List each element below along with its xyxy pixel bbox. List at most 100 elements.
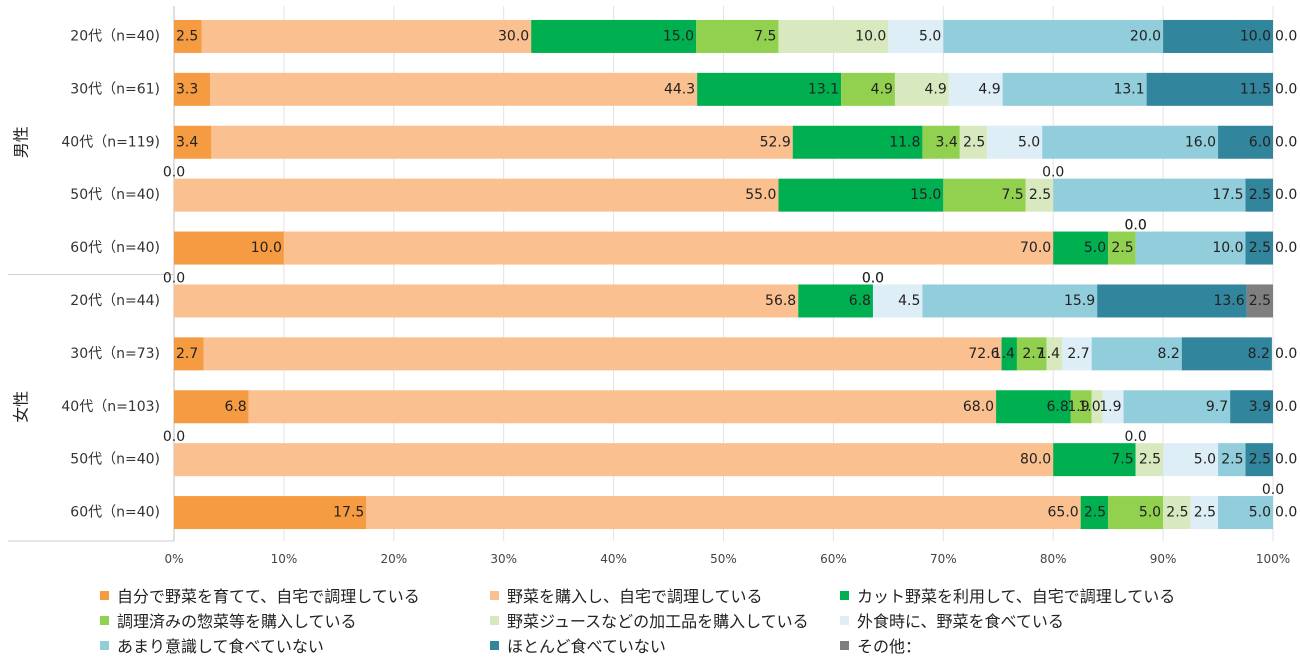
bar-segment bbox=[1091, 390, 1103, 424]
group-label: 女性 bbox=[12, 391, 31, 423]
data-label: 13.1 bbox=[1113, 81, 1144, 97]
bar-segment bbox=[943, 19, 1164, 53]
bar-segment bbox=[778, 178, 944, 212]
data-label: 30.0 bbox=[498, 28, 529, 44]
legend-label: 自分で野菜を育てて、自宅で調理している bbox=[117, 587, 420, 606]
bar-segment bbox=[210, 72, 698, 106]
data-label: 7.5 bbox=[754, 28, 776, 44]
data-label: 2.5 bbox=[1249, 240, 1271, 256]
data-label: 0.0 bbox=[1262, 482, 1284, 498]
bar-segment bbox=[987, 125, 1043, 159]
data-label: 2.5 bbox=[963, 134, 985, 150]
data-label: 0.0 bbox=[1275, 187, 1297, 203]
bar-segment bbox=[1135, 443, 1164, 477]
data-label: 4.9 bbox=[871, 81, 893, 97]
data-label: 20.0 bbox=[1130, 28, 1161, 44]
bar-segment bbox=[174, 390, 249, 424]
legend-swatch bbox=[840, 640, 849, 650]
data-label: 0.0 bbox=[1275, 134, 1297, 150]
data-label: 2.5 bbox=[1166, 505, 1188, 521]
bar-segment bbox=[798, 284, 873, 318]
data-label: 2.5 bbox=[1249, 187, 1271, 203]
data-label: 65.0 bbox=[1048, 505, 1079, 521]
data-label: 5.0 bbox=[1139, 505, 1161, 521]
category-label: 50代（n=40) bbox=[70, 452, 160, 468]
x-tick-label: 0% bbox=[164, 552, 183, 566]
legend-swatch bbox=[840, 590, 849, 600]
bar-segment bbox=[174, 178, 779, 212]
bar-segment bbox=[1190, 496, 1219, 530]
x-tick-label: 50% bbox=[710, 552, 737, 566]
bar-segment bbox=[959, 125, 988, 159]
bar-segment bbox=[1163, 496, 1191, 530]
data-label: 0.0 bbox=[1124, 218, 1146, 234]
bar-segment bbox=[531, 19, 697, 53]
x-tick-label: 20% bbox=[380, 552, 407, 566]
chart-legend: 自分で野菜を育てて、自宅で調理している 野菜を購入し、自宅で調理している カット野菜… bbox=[100, 583, 1280, 663]
data-label: 13.1 bbox=[808, 81, 839, 97]
data-label: 6.8 bbox=[849, 293, 871, 309]
data-label: 68.0 bbox=[963, 399, 994, 415]
legend-item: ほとんど食べていない bbox=[490, 633, 666, 657]
bar-segment bbox=[1053, 178, 1246, 212]
legend-swatch bbox=[100, 590, 109, 600]
bar-segment bbox=[1163, 443, 1219, 477]
data-label: 0.0 bbox=[1275, 81, 1297, 97]
data-label: 0.0 bbox=[1275, 240, 1297, 256]
bar-segment bbox=[696, 19, 779, 53]
data-label: 10.0 bbox=[1212, 240, 1243, 256]
data-label: 0.0 bbox=[163, 270, 185, 286]
data-label: 2.5 bbox=[1029, 187, 1051, 203]
bar-segment bbox=[211, 125, 793, 159]
bar-segment bbox=[1001, 337, 1017, 371]
bar-segment bbox=[1061, 337, 1092, 371]
category-label: 60代（n=40) bbox=[70, 240, 160, 256]
bar-segment bbox=[922, 125, 960, 159]
legend-item: 外食時に、野菜を食べている bbox=[840, 608, 1064, 632]
data-label: 2.7 bbox=[1067, 346, 1089, 362]
bar-segment bbox=[366, 496, 1081, 530]
bar-segment bbox=[1218, 443, 1246, 477]
bar-segment bbox=[778, 19, 889, 53]
bar-segment bbox=[248, 390, 997, 424]
data-label: 10.0 bbox=[1240, 28, 1271, 44]
data-label: 16.0 bbox=[1185, 134, 1216, 150]
legend-label: カット野菜を利用して、自宅で調理している bbox=[857, 587, 1176, 606]
data-label: 0.0 bbox=[862, 270, 884, 286]
data-label: 5.0 bbox=[1018, 134, 1040, 150]
bar-segment bbox=[1181, 337, 1272, 371]
bar-segment bbox=[1053, 231, 1109, 265]
bar-segment bbox=[1042, 125, 1219, 159]
data-label: 0.0 bbox=[1275, 28, 1297, 44]
category-label: 50代（n=40) bbox=[70, 187, 160, 203]
data-label: 0.0 bbox=[163, 165, 185, 181]
bar-segment bbox=[174, 19, 202, 53]
x-tick-label: 100% bbox=[1256, 552, 1290, 566]
bar-segment bbox=[1097, 284, 1247, 318]
data-label: 0.0 bbox=[1275, 346, 1297, 362]
data-label: 11.8 bbox=[889, 134, 920, 150]
legend-item: 自分で野菜を育てて、自宅で調理している bbox=[100, 583, 420, 607]
bar-segment bbox=[1245, 443, 1273, 477]
category-label: 30代（n=61) bbox=[70, 81, 160, 97]
legend-label: 調理済みの惣菜等を購入している bbox=[117, 612, 357, 631]
bar-segment bbox=[174, 443, 1054, 477]
category-label: 20代（n=40) bbox=[70, 28, 160, 44]
data-label: 13.6 bbox=[1213, 293, 1244, 309]
x-tick-label: 30% bbox=[490, 552, 517, 566]
data-label: 15.0 bbox=[663, 28, 694, 44]
data-label: 17.5 bbox=[1212, 187, 1243, 203]
bar-segment bbox=[888, 19, 944, 53]
data-label: 70.0 bbox=[1020, 240, 1051, 256]
data-label: 6.8 bbox=[224, 399, 246, 415]
group-label: 男性 bbox=[12, 126, 31, 158]
x-tick-label: 90% bbox=[1150, 552, 1177, 566]
data-label: 44.3 bbox=[664, 81, 695, 97]
bar-segment bbox=[174, 284, 799, 318]
bar-segment bbox=[1091, 337, 1182, 371]
bar-segment bbox=[203, 337, 1002, 371]
bar-segment bbox=[948, 72, 1003, 106]
bar-segment bbox=[1146, 72, 1273, 106]
